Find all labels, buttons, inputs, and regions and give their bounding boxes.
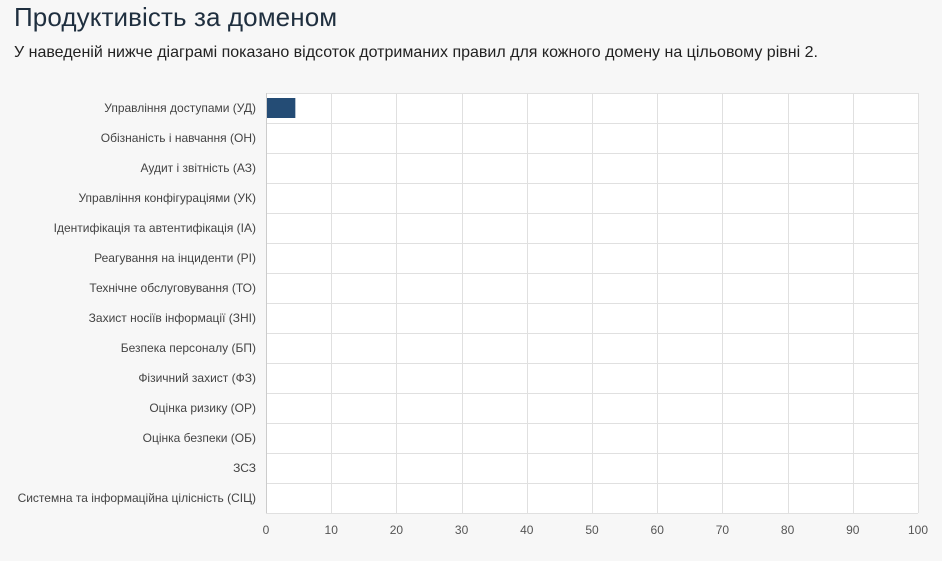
x-tick-label: 30: [455, 523, 469, 537]
x-tick-label: 20: [390, 523, 404, 537]
category-label: Реагування на інциденти (РІ): [94, 251, 256, 265]
category-label: ЗСЗ: [233, 461, 256, 475]
x-tick-label: 60: [651, 523, 665, 537]
x-tick-label: 50: [585, 523, 599, 537]
category-label: Оцінка ризику (ОР): [149, 401, 256, 415]
category-label: Управління доступами (УД): [104, 101, 256, 115]
x-tick-label: 80: [781, 523, 795, 537]
x-tick-label: 0: [263, 523, 270, 537]
x-tick-label: 70: [716, 523, 730, 537]
category-label: Системна та інформаційна цілісність (СІЦ…: [18, 491, 256, 505]
category-label: Технічне обслуговування (ТО): [89, 281, 256, 295]
x-tick-label: 90: [846, 523, 860, 537]
category-label: Аудит і звітність (АЗ): [140, 161, 256, 175]
page-title: Продуктивість за доменом: [14, 2, 338, 32]
category-label: Фізичний захист (ФЗ): [138, 371, 256, 385]
x-tick-label: 100: [908, 523, 928, 537]
category-label: Управління конфігураціями (УК): [78, 191, 256, 205]
category-label: Оцінка безпеки (ОБ): [143, 431, 256, 445]
category-label: Ідентифікація та автентифікація (ІА): [54, 221, 256, 235]
bar: [267, 98, 296, 118]
page-subtitle: У наведеній нижче діаграмі показано відс…: [14, 44, 818, 61]
category-label: Захист носіїв інформації (ЗНІ): [89, 311, 256, 325]
x-tick-label: 40: [520, 523, 534, 537]
category-label: Обізнаність і навчання (ОН): [101, 131, 256, 145]
category-label: Безпека персоналу (БП): [121, 341, 256, 355]
x-tick-label: 10: [325, 523, 339, 537]
